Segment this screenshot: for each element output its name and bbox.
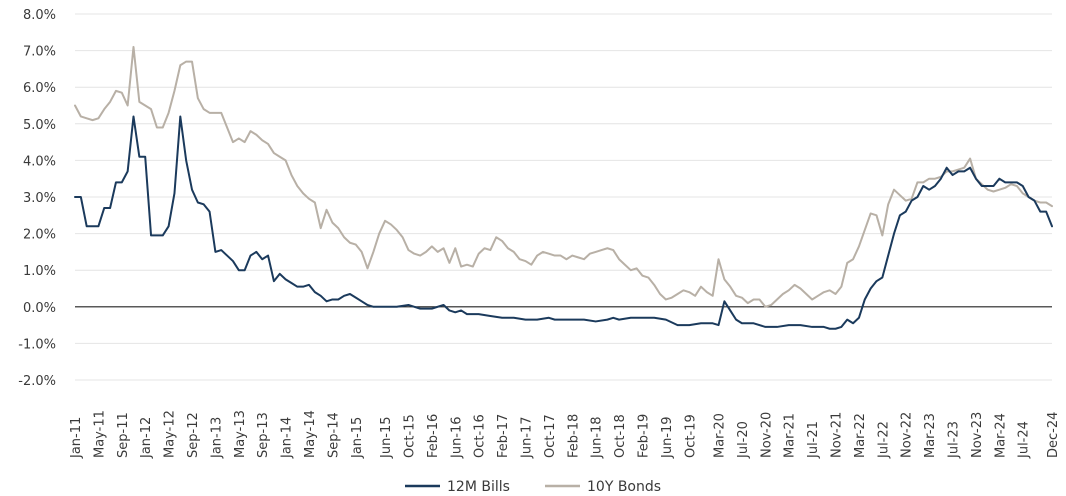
x-tick-label: Jun-15 [379,416,394,459]
x-tick-label: Dec-24 [1046,412,1061,458]
y-tick-label: 1.0% [23,264,56,279]
x-tick-label: Sep-14 [326,412,341,458]
x-tick-label: Jun-19 [660,416,675,459]
x-tick-label: Feb-17 [496,414,511,458]
x-tick-label: Nov-20 [759,412,774,458]
y-tick-label: 4.0% [23,154,56,169]
y-tick-label: 6.0% [23,81,56,96]
x-tick-label: Feb-18 [566,414,581,458]
x-tick-label: Jun-18 [590,416,605,459]
x-tick-label: Jan-11 [69,417,84,459]
y-tick-label: 7.0% [23,45,56,60]
x-tick-label: Jul-24 [1017,421,1032,459]
y-tick-label: 2.0% [23,228,56,243]
x-tick-label: Oct-17 [543,414,558,458]
x-tick-label: Sep-13 [256,412,271,458]
x-tick-label: Nov-21 [830,412,845,458]
y-tick-label: 5.0% [23,118,56,133]
x-tick-label: Jan-13 [209,417,224,459]
x-tick-label: Nov-22 [900,412,915,458]
legend: 12M Bills 10Y Bonds [405,479,661,495]
y-tick-label: 8.0% [23,8,56,23]
x-tick-label: Mar-24 [993,413,1008,458]
x-tick-label: Jul-20 [736,421,751,459]
series-lines [74,45,1053,330]
series-line-10y-bonds [74,45,1053,308]
x-axis: Jan-11 May-11 Sep-11 Jan-12 May-12 Sep-12 Jan-… [69,410,1061,459]
x-tick-label: Mar-20 [713,413,728,458]
x-tick-label: Oct-18 [613,414,628,458]
x-tick-label: May-14 [303,410,318,458]
x-tick-label: Mar-22 [853,413,868,458]
x-tick-label: Oct-19 [683,414,698,458]
series-line-12m-bills [74,115,1053,330]
x-tick-label: Oct-15 [402,414,417,458]
y-tick-label: 3.0% [23,191,56,206]
x-tick-label: Jul-21 [806,421,821,459]
y-tick-label: -2.0% [18,374,56,389]
x-tick-label: Mar-23 [923,413,938,458]
x-tick-label: Jun-16 [449,416,464,459]
x-tick-label: Nov-23 [970,412,985,458]
x-tick-label: Jan-12 [139,417,154,459]
x-tick-label: Jun-17 [519,416,534,459]
x-tick-label: Jan-15 [350,417,365,459]
y-axis: 8.0% 7.0% 6.0% 5.0% 4.0% 3.0% 2.0% 1.0% 0.0% -1.0… [18,8,1052,389]
y-tick-label: 0.0% [23,301,56,316]
x-tick-label: Feb-19 [636,414,651,458]
x-tick-label: Sep-11 [116,412,131,458]
grid-lines [75,13,1052,381]
legend-label-10y-bonds: 10Y Bonds [587,479,661,495]
x-tick-label: May-13 [233,410,248,458]
x-tick-label: Jul-23 [947,421,962,459]
legend-label-12m-bills: 12M Bills [447,479,510,495]
x-tick-label: Sep-12 [186,412,201,458]
y-tick-label: -1.0% [18,337,56,352]
x-tick-label: May-11 [92,410,107,458]
x-tick-label: Feb-16 [426,414,441,458]
x-tick-label: Mar-21 [783,413,798,458]
x-tick-label: Oct-16 [473,414,488,458]
x-tick-label: Jan-14 [280,417,295,459]
x-tick-label: May-12 [163,410,178,458]
x-tick-label: Jul-22 [876,421,891,459]
